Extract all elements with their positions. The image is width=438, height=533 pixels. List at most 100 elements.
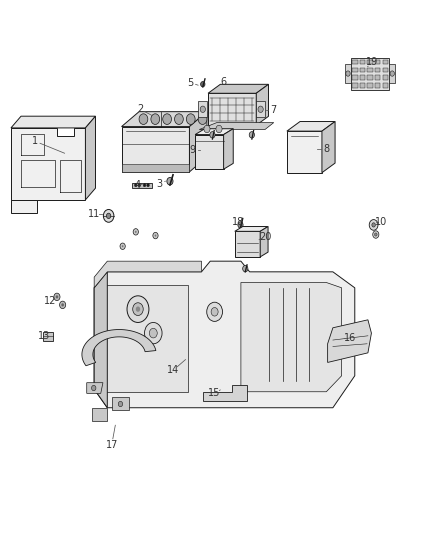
Text: 18: 18	[232, 217, 244, 227]
Circle shape	[135, 231, 137, 233]
Circle shape	[204, 125, 210, 133]
Polygon shape	[85, 116, 95, 200]
Circle shape	[243, 265, 248, 272]
Circle shape	[143, 183, 146, 187]
Circle shape	[390, 71, 394, 76]
Polygon shape	[43, 332, 53, 341]
Bar	[382, 68, 388, 72]
Text: 13: 13	[38, 331, 50, 341]
Polygon shape	[87, 383, 103, 393]
Bar	[367, 68, 373, 72]
Circle shape	[210, 132, 215, 138]
Circle shape	[127, 296, 149, 322]
Polygon shape	[121, 127, 189, 172]
Bar	[352, 83, 357, 88]
Text: 14: 14	[167, 366, 179, 375]
Polygon shape	[203, 385, 247, 401]
Bar	[382, 83, 388, 88]
Polygon shape	[322, 122, 335, 173]
Circle shape	[147, 183, 149, 187]
Polygon shape	[241, 282, 342, 392]
Circle shape	[54, 293, 60, 301]
Text: 17: 17	[106, 440, 118, 450]
Polygon shape	[121, 112, 207, 127]
Text: 3: 3	[157, 179, 163, 189]
Circle shape	[200, 106, 205, 112]
Circle shape	[346, 71, 350, 76]
Polygon shape	[223, 129, 233, 169]
Polygon shape	[199, 123, 274, 130]
Circle shape	[133, 229, 138, 235]
Polygon shape	[189, 112, 207, 172]
Text: 8: 8	[323, 144, 329, 154]
Circle shape	[106, 213, 111, 219]
Polygon shape	[11, 128, 85, 200]
Circle shape	[211, 308, 218, 316]
Polygon shape	[256, 101, 265, 117]
Text: 19: 19	[366, 58, 378, 67]
Text: 20: 20	[259, 232, 271, 242]
Polygon shape	[208, 84, 268, 93]
Bar	[375, 75, 380, 80]
Bar	[360, 83, 365, 88]
Circle shape	[145, 322, 162, 344]
Bar	[382, 60, 388, 64]
Text: 16: 16	[344, 334, 357, 343]
Circle shape	[374, 233, 377, 236]
Text: 6: 6	[220, 77, 226, 86]
Circle shape	[92, 385, 96, 391]
Text: 7: 7	[271, 106, 277, 115]
Text: 15: 15	[208, 389, 221, 398]
Circle shape	[174, 114, 183, 125]
Circle shape	[162, 114, 171, 125]
Circle shape	[372, 223, 375, 227]
Polygon shape	[92, 408, 107, 421]
Circle shape	[238, 222, 243, 228]
Polygon shape	[82, 329, 156, 366]
Circle shape	[139, 114, 148, 125]
Bar	[375, 60, 380, 64]
Circle shape	[373, 231, 379, 238]
Polygon shape	[11, 116, 95, 128]
Text: 1: 1	[32, 136, 38, 146]
Polygon shape	[198, 101, 207, 117]
Circle shape	[153, 232, 158, 239]
Text: 12: 12	[44, 296, 57, 306]
Polygon shape	[112, 397, 129, 410]
Circle shape	[369, 220, 378, 230]
Bar	[360, 68, 365, 72]
Circle shape	[120, 243, 125, 249]
Polygon shape	[287, 122, 335, 131]
Circle shape	[134, 183, 137, 187]
Polygon shape	[345, 64, 351, 83]
Polygon shape	[195, 129, 233, 135]
Polygon shape	[235, 227, 268, 231]
Circle shape	[249, 132, 254, 138]
Bar	[375, 83, 380, 88]
Circle shape	[138, 183, 141, 187]
Bar	[360, 60, 365, 64]
Bar	[367, 75, 373, 80]
Bar	[352, 68, 357, 72]
Polygon shape	[351, 58, 389, 90]
Polygon shape	[328, 320, 371, 362]
Circle shape	[155, 235, 156, 237]
Polygon shape	[121, 164, 189, 172]
Circle shape	[149, 328, 157, 338]
Bar	[352, 75, 357, 80]
Circle shape	[187, 114, 195, 125]
Circle shape	[167, 177, 173, 185]
Text: 9: 9	[190, 146, 196, 155]
Text: 4: 4	[135, 181, 141, 190]
Polygon shape	[132, 183, 152, 188]
Polygon shape	[94, 272, 107, 408]
Circle shape	[198, 114, 207, 125]
Bar	[367, 83, 373, 88]
Bar	[352, 60, 357, 64]
Circle shape	[60, 301, 66, 309]
Circle shape	[133, 303, 143, 316]
Circle shape	[201, 82, 205, 87]
Circle shape	[216, 125, 222, 133]
Text: 5: 5	[187, 78, 194, 87]
Polygon shape	[260, 227, 268, 257]
